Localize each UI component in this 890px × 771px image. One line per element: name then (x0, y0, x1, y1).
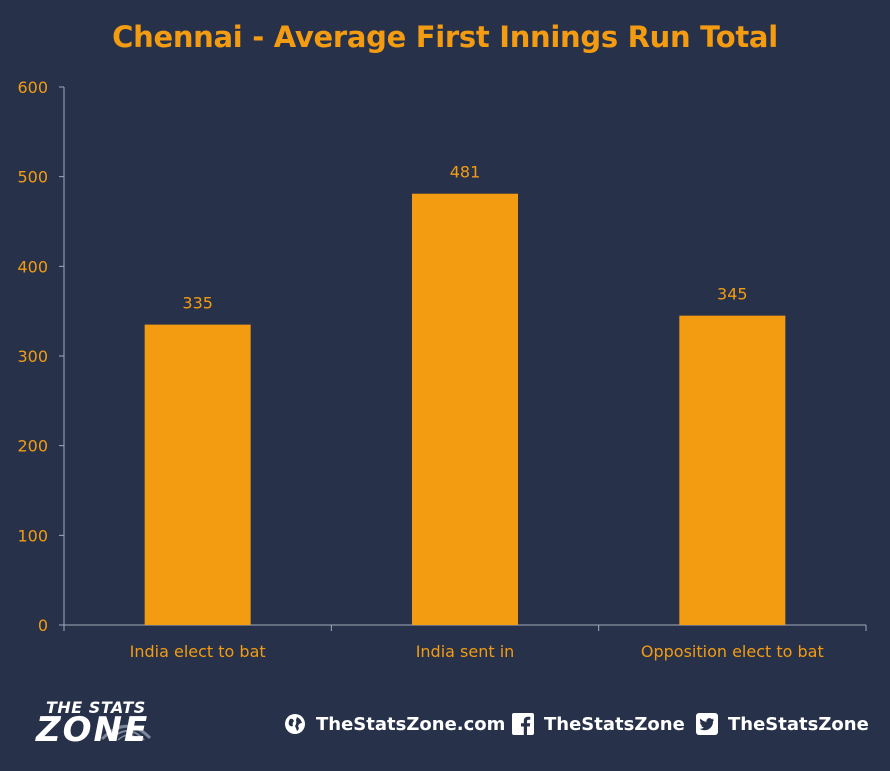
data-label: 481 (450, 163, 481, 182)
bar (412, 193, 518, 625)
x-tick-label: India elect to bat (130, 642, 266, 661)
y-tick-label: 600 (17, 78, 48, 97)
y-tick-label: 0 (38, 616, 48, 635)
y-tick-label: 300 (17, 347, 48, 366)
facebook-text: TheStatsZone (544, 713, 685, 735)
y-tick-label: 400 (17, 257, 48, 276)
y-tick-label: 200 (17, 437, 48, 456)
website-text: TheStatsZone.com (316, 713, 506, 735)
y-tick-label: 100 (17, 526, 48, 545)
facebook-link[interactable]: TheStatsZone (512, 708, 685, 740)
data-label: 345 (717, 285, 748, 304)
stats-zone-logo: THE STATS ZONE (32, 694, 192, 754)
bar (144, 324, 251, 625)
data-label: 335 (182, 294, 213, 313)
facebook-icon (512, 713, 534, 735)
website-link[interactable]: TheStatsZone.com (284, 708, 505, 740)
globe-icon (284, 713, 306, 735)
twitter-link[interactable]: TheStatsZone (696, 708, 869, 740)
twitter-text: TheStatsZone (728, 713, 869, 735)
footer (0, 678, 890, 771)
logo-top-text: THE STATS (46, 698, 146, 717)
twitter-icon (696, 713, 718, 735)
chart-title: Chennai - Average First Innings Run Tota… (112, 20, 778, 54)
logo-graphic (100, 724, 152, 741)
bar-chart: 0 100 200 300 400 500 600 335 India elect to bat… (17, 78, 867, 661)
y-tick-label: 500 (17, 168, 48, 187)
bar (679, 315, 786, 625)
x-tick-label: Opposition elect to bat (641, 642, 824, 661)
logo-main-text: ZONE (36, 710, 150, 750)
x-tick-label: India sent in (416, 642, 515, 661)
